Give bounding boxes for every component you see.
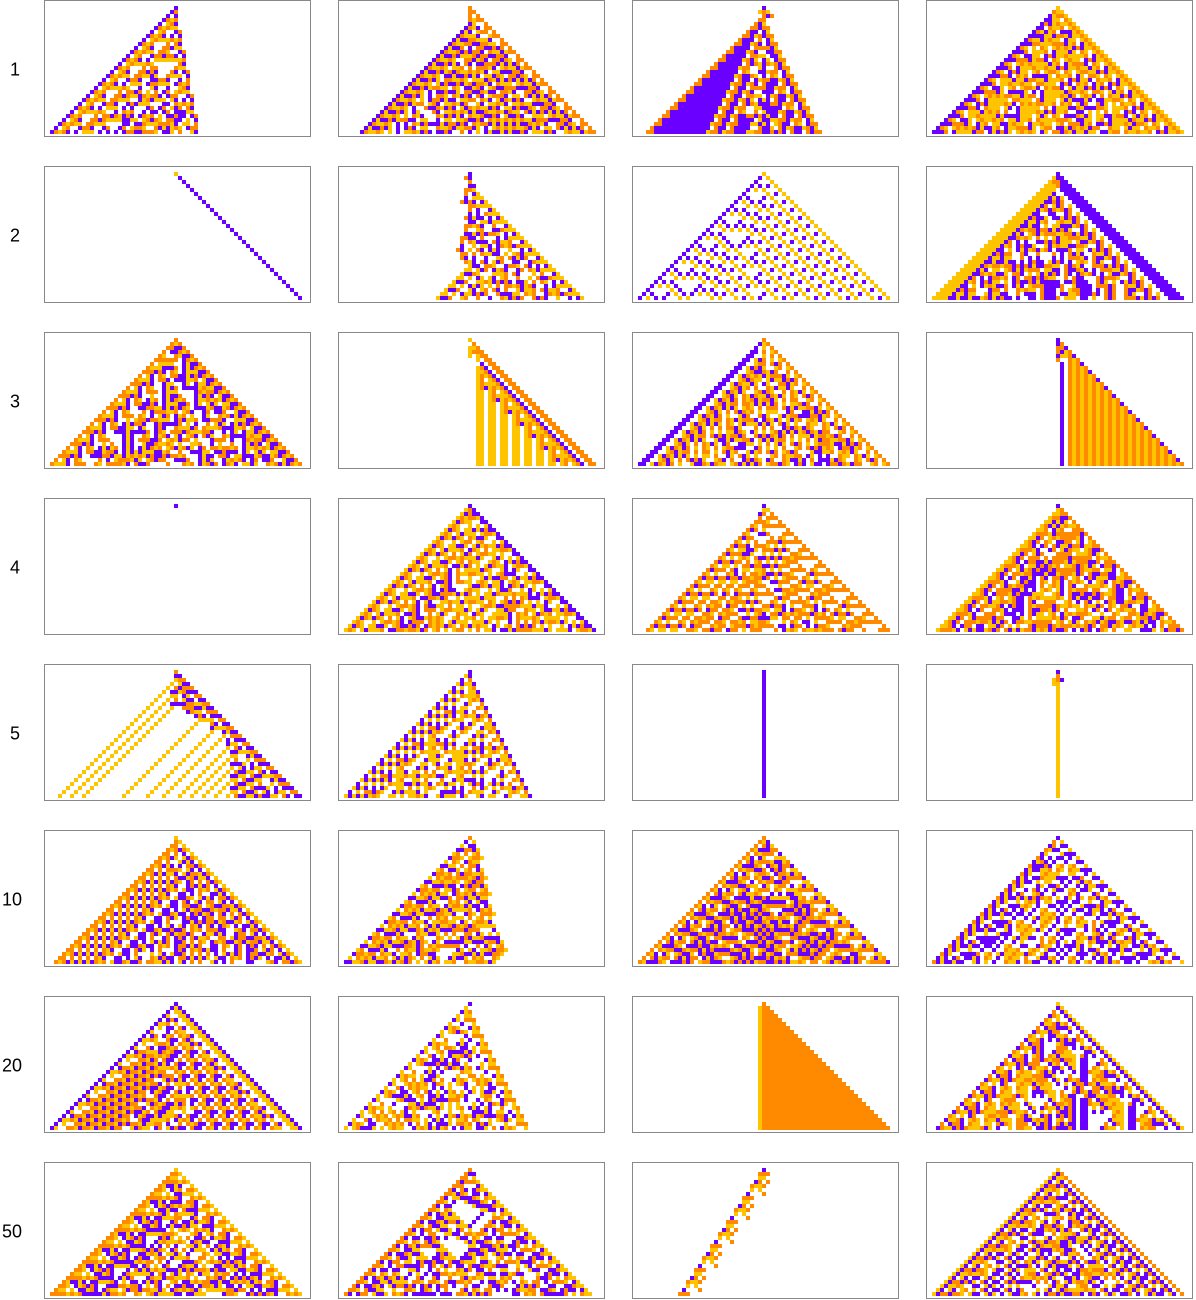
row-label: 50 [2, 1221, 22, 1241]
row-label: 3 [10, 391, 20, 411]
ca-cells [940, 508, 1184, 632]
ca-cells [356, 1010, 528, 1130]
ca-cells [944, 1002, 1184, 1130]
ca-cells [58, 1168, 302, 1296]
ca-cells [174, 504, 178, 508]
ca-cells [356, 836, 504, 964]
row-label: 5 [10, 723, 20, 743]
row-label: 4 [10, 557, 20, 577]
ca-cells [436, 188, 584, 300]
ca-cells [344, 508, 592, 632]
ca-cells [706, 10, 818, 134]
panel-frame [44, 166, 311, 303]
ca-cells [944, 6, 1184, 134]
ca-cells [646, 512, 890, 632]
ca-cells [178, 176, 302, 300]
ca-cells [54, 342, 298, 466]
panel-frame [44, 498, 311, 635]
ca-cells [936, 508, 1172, 632]
ca-cells [654, 6, 814, 134]
ca-cells [174, 670, 298, 798]
ca-cells [348, 1172, 584, 1296]
ca-cells [66, 848, 294, 964]
ca-cells [762, 670, 766, 798]
ca-cells [58, 836, 302, 964]
ca-cells [344, 674, 528, 798]
ca-cells [344, 840, 500, 964]
ca-cells [368, 18, 588, 134]
ca-cells [952, 504, 1180, 632]
ca-cells [638, 342, 874, 466]
ca-cells [638, 836, 886, 964]
ca-cells [348, 840, 508, 964]
ca-cells [932, 176, 1160, 300]
ca-cells [66, 346, 294, 466]
ca-cells [66, 1018, 278, 1130]
ca-cells [54, 1006, 298, 1130]
ca-cells [54, 840, 298, 964]
ca-cells [940, 10, 1180, 134]
row-label: 10 [2, 889, 22, 909]
ca-cells [758, 1006, 762, 1130]
ca-cells [448, 176, 568, 300]
ca-cells [932, 1168, 1172, 1296]
ca-cells [480, 362, 584, 466]
ca-cells [642, 840, 882, 964]
panel-frame [632, 1162, 899, 1299]
ca-cells [936, 1172, 1176, 1296]
ca-cells [58, 678, 286, 798]
ca-cells [1056, 670, 1064, 682]
ca-cells [646, 172, 890, 300]
ca-cells [1052, 678, 1060, 798]
ca-cells [960, 180, 1160, 300]
ca-cells [1056, 674, 1060, 682]
ca-cells [936, 1006, 1180, 1130]
ca-cells [638, 176, 882, 300]
ca-cells [650, 342, 886, 466]
ca-cells [348, 508, 588, 632]
ca-cells [1060, 350, 1180, 466]
row-label: 2 [10, 225, 20, 245]
ca-cells [762, 1002, 890, 1130]
ca-cells [472, 342, 596, 466]
ca-cells [940, 1172, 1184, 1296]
ca-cells [58, 18, 194, 134]
ca-cells [654, 504, 850, 632]
ca-cells [948, 172, 1184, 300]
row-label: 1 [10, 59, 20, 79]
ca-cells [646, 840, 890, 964]
ca-cells [650, 508, 866, 632]
ca-cells [686, 1176, 766, 1288]
ca-cells [468, 338, 576, 466]
ca-cells [678, 1172, 770, 1296]
ca-cells [646, 10, 822, 134]
row-label: 20 [2, 1055, 22, 1075]
ca-cells [50, 6, 198, 134]
ca-cells [174, 172, 178, 176]
ca-cells [352, 504, 596, 632]
ca-cells [356, 1176, 592, 1296]
ca-cells [940, 840, 1184, 964]
ca-cells [344, 1006, 528, 1130]
ca-cells [682, 1168, 766, 1292]
